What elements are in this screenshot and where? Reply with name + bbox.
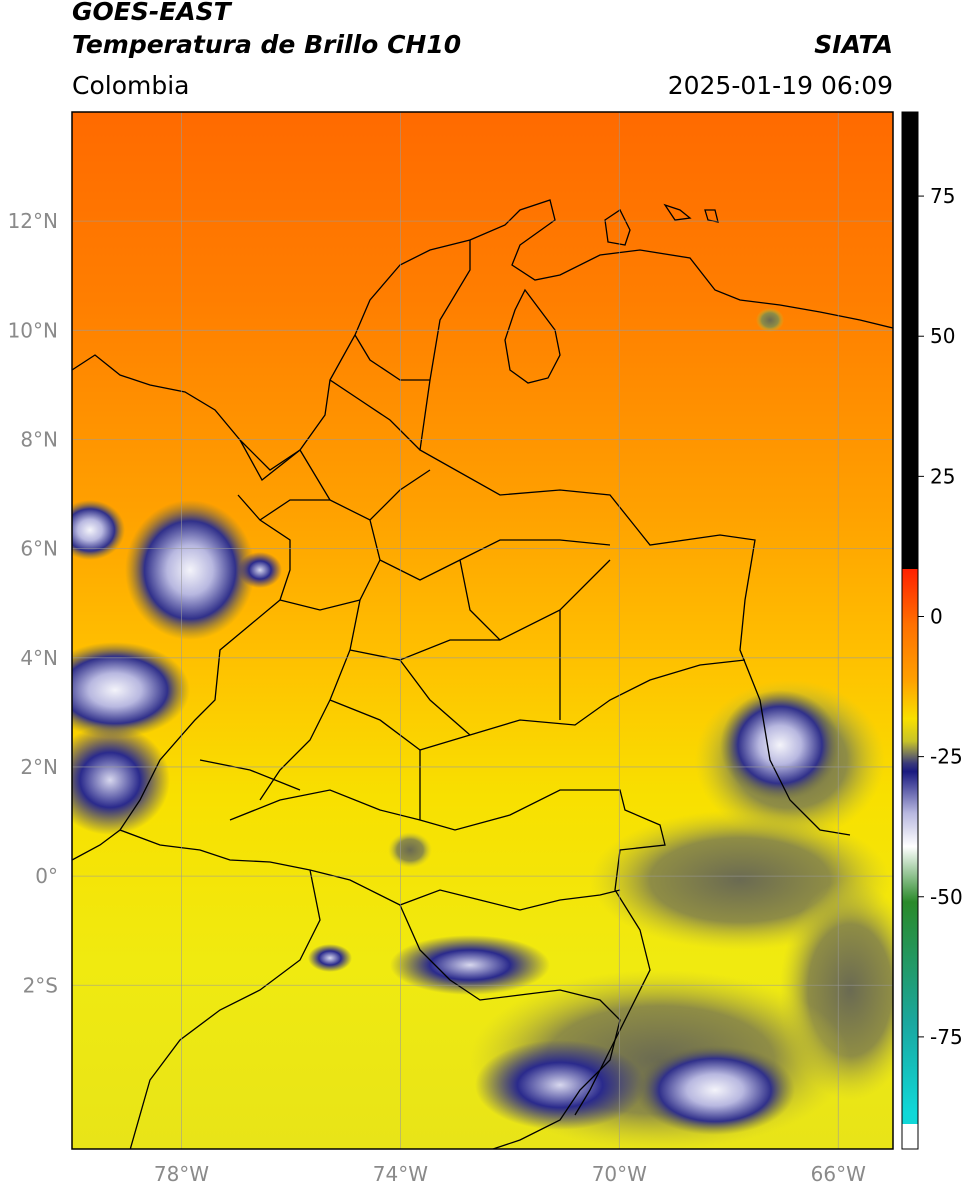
colorbar-white-segment [902,1124,918,1149]
gridlines [72,112,893,1149]
colorbar-tick-label: -50 [930,885,963,909]
colorbar-frame [901,111,919,1150]
lon-tick-label: 70°W [592,1162,647,1186]
lat-tick-label: 8°N [20,427,58,451]
colorbar-tick-label: 0 [930,604,943,628]
cloud-cluster [388,832,432,868]
department-lines [199,334,611,821]
lat-tick-label: 0° [35,864,58,888]
region-label: Colombia [72,71,190,100]
datetime-label: 2025-01-19 06:09 [667,71,893,100]
cloud-cluster [72,725,170,835]
cloud-cluster [475,1040,645,1130]
source-label: SIATA [814,30,893,59]
lat-tick-label: 4°N [20,646,58,670]
lat-tick-labels: 12°N 10°N 8°N 6°N 4°N 2°N 0° 2°S [8,209,58,997]
cloud-cluster [390,935,550,995]
cloud-cluster [756,308,784,332]
coastline-caribbean [72,199,893,481]
cloud-cluster [720,690,840,800]
product-title: Temperatura de Brillo CH10 [72,30,462,59]
lon-tick-label: 74°W [373,1162,428,1186]
lat-tick-label: 12°N [8,209,58,233]
satellite-title: GOES-EAST [72,0,231,26]
colorbar: 75 50 25 0 -25 -50 -75 [901,111,963,1150]
lat-tick-label: 2°N [20,755,58,779]
colorbar-gradient [902,569,918,1124]
colorbar-tick-label: 75 [930,184,955,208]
boundaries [72,199,893,1149]
lon-tick-label: 78°W [154,1162,209,1186]
lat-tick-label: 10°N [8,318,58,342]
cloud-cluster [72,500,125,560]
cloud-cluster [635,1045,795,1135]
cloud-cluster [72,642,190,738]
coastline-pacific [72,494,291,861]
coastline-venezuela-lake [504,288,561,384]
lat-tick-label: 2°S [23,973,58,997]
colorbar-tick-label: 50 [930,324,955,348]
cloud-cluster [238,552,282,588]
colorbar-black-segment [902,112,918,569]
lon-tick-labels: 78°W 74°W 70°W 66°W [154,1162,866,1186]
border-peru-ecuador [129,869,321,1149]
border-colombia-ecuador-peru [119,829,621,911]
colorbar-tick-label: -25 [930,745,963,769]
island-outline [604,203,719,246]
map-plot-area [72,112,893,1149]
lat-tick-label: 6°N [20,537,58,561]
border-colombia-brazil [419,659,746,1116]
colorbar-tick-label: -75 [930,1025,963,1049]
cloud-cluster [308,944,352,972]
cloud-cluster [125,500,255,640]
lon-tick-label: 66°W [811,1162,866,1186]
cloud-clusters [72,308,893,1149]
border-peru-brazil [399,904,621,1149]
colorbar-tick-label: 25 [930,464,955,488]
map-frame [71,111,894,1150]
colorbar-tick-labels: 75 50 25 0 -25 -50 -75 [918,184,963,1049]
